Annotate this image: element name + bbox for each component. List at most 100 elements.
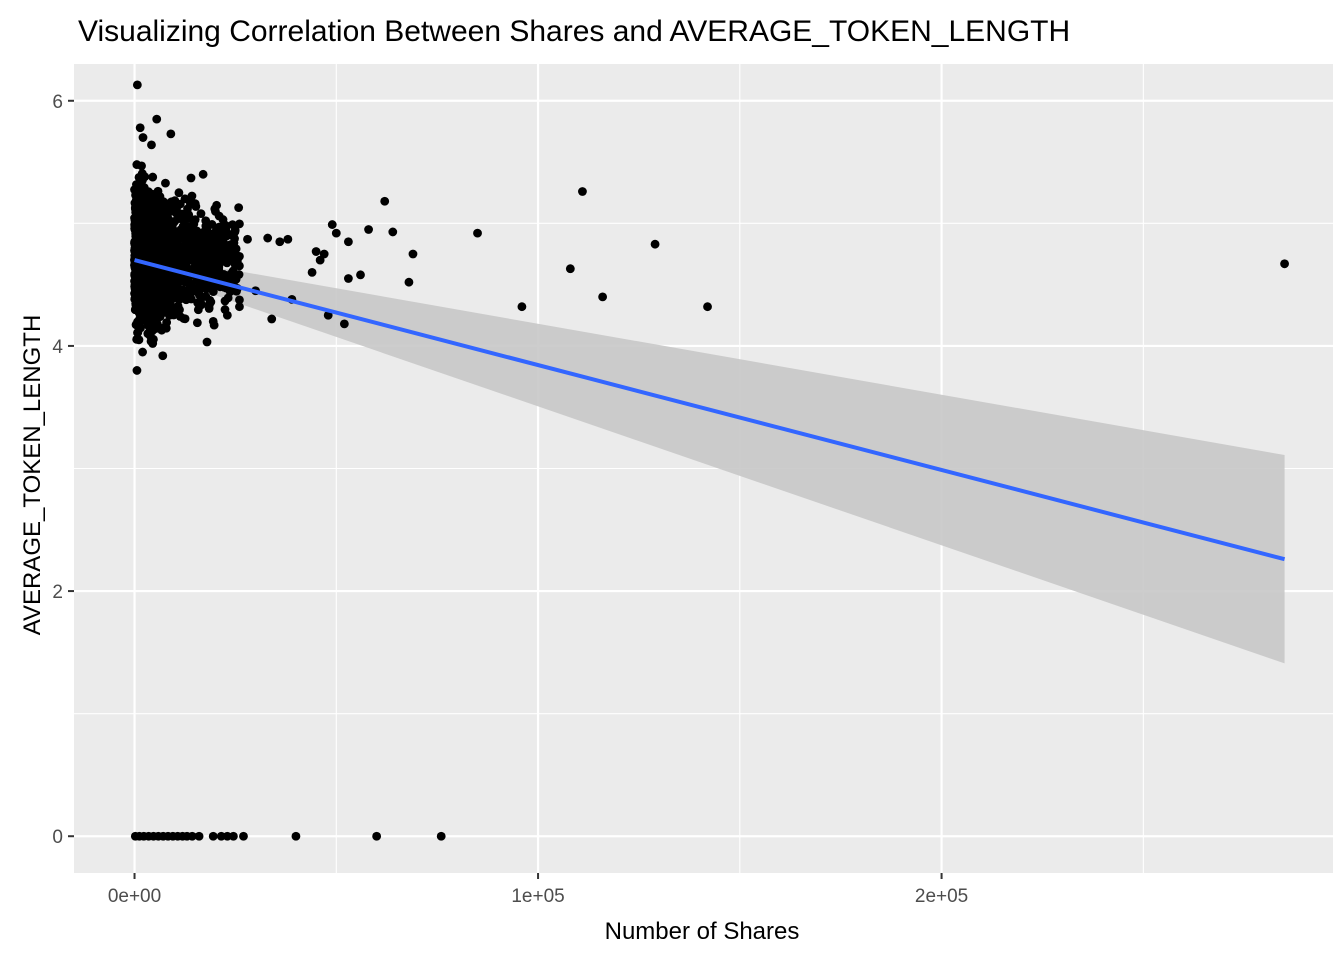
data-point [291, 831, 301, 841]
data-point [331, 228, 341, 238]
data-point [192, 318, 202, 328]
data-point [158, 351, 168, 361]
data-point [161, 178, 170, 188]
data-point [202, 337, 212, 347]
data-point [142, 212, 152, 222]
data-point [147, 286, 156, 296]
data-point [131, 204, 141, 214]
data-point [180, 314, 190, 324]
data-point [234, 203, 244, 213]
data-point [408, 249, 418, 259]
data-point [144, 310, 153, 320]
data-point [208, 831, 218, 841]
data-point [364, 225, 373, 234]
data-point [148, 172, 158, 182]
data-point [404, 277, 414, 287]
data-point [185, 293, 195, 302]
data-point [149, 268, 159, 278]
y-tick-label: 2 [52, 582, 63, 603]
data-point [1280, 259, 1289, 269]
data-point [235, 219, 244, 229]
data-point [372, 831, 382, 841]
data-point [343, 237, 353, 247]
data-point [214, 222, 224, 232]
data-point [147, 140, 156, 150]
data-point [131, 189, 141, 199]
data-point [578, 187, 587, 196]
data-point [187, 191, 197, 201]
data-point [217, 256, 227, 265]
data-point [283, 234, 293, 244]
data-point [148, 339, 158, 348]
data-point [172, 240, 182, 250]
trend-line [134, 258, 1286, 562]
data-point [158, 308, 167, 318]
data-point [263, 233, 273, 243]
y-axis: 0 2 4 6 [52, 92, 74, 848]
data-point [228, 831, 238, 841]
data-point [267, 314, 277, 324]
data-point [135, 123, 145, 133]
data-point [243, 234, 252, 244]
y-tick-label: 0 [52, 827, 63, 848]
data-point [194, 242, 204, 252]
data-point [226, 254, 236, 264]
data-point [181, 262, 190, 272]
data-point [193, 298, 203, 308]
data-point [134, 231, 143, 241]
data-point [388, 227, 398, 237]
data-point [210, 259, 220, 269]
data-point [144, 253, 153, 263]
confidence-band-layer [134, 252, 1285, 664]
data-point [213, 231, 223, 241]
data-point [226, 230, 235, 239]
data-point [180, 194, 190, 204]
data-point [164, 310, 174, 320]
data-point [184, 285, 194, 294]
data-point [166, 248, 175, 257]
data-point [132, 80, 142, 90]
data-point [163, 209, 173, 219]
data-point [136, 323, 145, 333]
data-point [201, 260, 211, 270]
data-point [134, 335, 144, 345]
data-point [311, 247, 321, 256]
data-point [159, 243, 169, 253]
data-point [162, 318, 172, 327]
data-point [222, 831, 232, 841]
data-point [186, 173, 196, 183]
data-point [152, 114, 162, 124]
data-point [137, 169, 147, 178]
data-point [170, 216, 180, 226]
data-point [159, 274, 169, 283]
x-axis-title: Number of Shares [605, 918, 800, 945]
data-point [148, 236, 158, 246]
confidence-band [134, 252, 1285, 664]
data-point [157, 225, 167, 235]
data-point [183, 246, 193, 256]
data-point [235, 302, 244, 312]
data-point [166, 129, 176, 139]
data-point [194, 282, 204, 291]
data-point [169, 200, 179, 210]
data-point [202, 225, 212, 234]
data-point [161, 233, 171, 243]
x-axis: 0e+00 1e+05 2e+05 [108, 873, 968, 907]
data-point [206, 297, 216, 307]
data-point [136, 178, 146, 188]
data-point [171, 283, 181, 293]
data-point [198, 169, 208, 179]
data-point [184, 277, 194, 287]
x-tick-label: 1e+05 [511, 886, 564, 907]
data-point [209, 283, 219, 293]
data-point [138, 347, 147, 357]
data-point [171, 292, 181, 301]
data-point [153, 279, 163, 288]
data-point [132, 267, 142, 276]
data-point [327, 220, 337, 229]
data-point [137, 278, 147, 288]
data-point [235, 295, 244, 305]
data-point [216, 831, 226, 841]
